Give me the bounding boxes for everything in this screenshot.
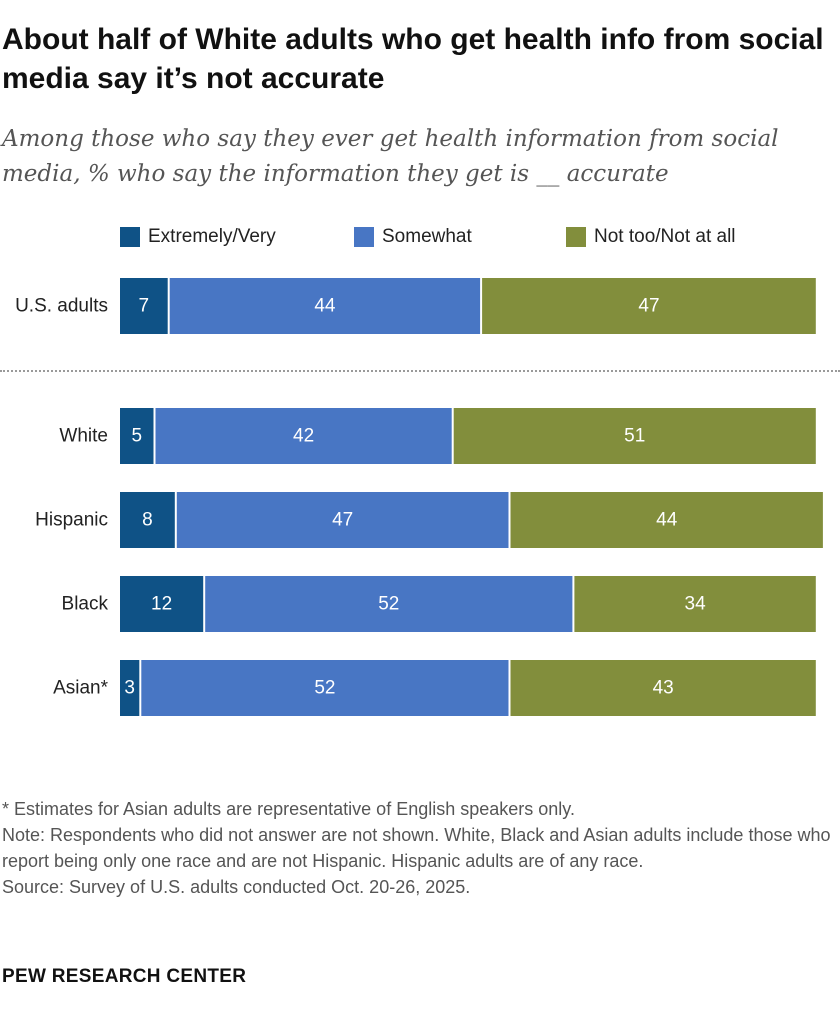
methodology-note: Note: Respondents who did not answer are… (2, 825, 831, 871)
data-label-hispanic-not-too-not-at-all: 44 (656, 510, 678, 531)
legend-label-extremely-very: Extremely/Very (148, 226, 276, 247)
data-label-hispanic-somewhat: 47 (332, 510, 353, 531)
category-label-black: Black (62, 594, 109, 615)
bar-segment-asian-extremely-very (120, 660, 140, 716)
bar-segment-hispanic-not-too-not-at-all (510, 492, 823, 548)
category-label-u-s-adults: U.S. adults (15, 296, 108, 317)
chart-title: About half of White adults who get healt… (2, 23, 824, 95)
footnotes: * Estimates for Asian adults are represe… (2, 796, 836, 900)
bar-segment-u-s-adults-somewhat (169, 278, 481, 334)
legend: Extremely/Very Somewhat Not too/Not at a… (0, 226, 840, 252)
bar-segment-hispanic-somewhat (176, 492, 509, 548)
bar-segment-hispanic-extremely-very (120, 492, 175, 548)
data-label-asian-extremely-very: 3 (124, 678, 135, 699)
legend-label-not-too: Not too/Not at all (594, 226, 736, 247)
data-label-black-not-too-not-at-all: 34 (685, 594, 707, 615)
legend-item-not-too: Not too/Not at all (566, 226, 736, 248)
chart-subtitle: Among those who say they ever get health… (2, 126, 779, 187)
legend-swatch-extremely-very (120, 227, 140, 247)
legend-item-somewhat: Somewhat (354, 226, 472, 248)
data-label-u-s-adults-somewhat: 44 (314, 296, 336, 317)
data-label-asian-somewhat: 52 (314, 678, 335, 699)
data-label-white-not-too-not-at-all: 51 (624, 426, 645, 447)
bar-segment-white-extremely-very (120, 408, 154, 464)
pew-logo-text: PEW RESEARCH CENTER (2, 966, 247, 987)
category-label-hispanic: Hispanic (35, 510, 108, 531)
bar-segment-white-not-too-not-at-all (453, 408, 816, 464)
bar-segment-white-somewhat (155, 408, 452, 464)
asterisk-note: * Estimates for Asian adults are represe… (2, 799, 575, 819)
data-label-black-somewhat: 52 (378, 594, 399, 615)
data-label-black-extremely-very: 12 (151, 594, 172, 615)
data-label-white-somewhat: 42 (293, 426, 314, 447)
group-divider (0, 370, 840, 372)
bar-segment-black-extremely-very (120, 576, 204, 632)
legend-swatch-not-too (566, 227, 586, 247)
legend-swatch-somewhat (354, 227, 374, 247)
data-label-u-s-adults-extremely-very: 7 (139, 296, 150, 317)
data-label-u-s-adults-not-too-not-at-all: 47 (638, 296, 659, 317)
legend-item-extremely-very: Extremely/Very (120, 226, 276, 248)
source-note: Source: Survey of U.S. adults conducted … (2, 877, 471, 897)
bar-segment-asian-not-too-not-at-all (510, 660, 816, 716)
category-label-white: White (59, 426, 108, 447)
bar-segment-u-s-adults-extremely-very (120, 278, 168, 334)
bar-segment-asian-somewhat (141, 660, 509, 716)
data-label-asian-not-too-not-at-all: 43 (653, 678, 674, 699)
bar-segment-u-s-adults-not-too-not-at-all (482, 278, 816, 334)
data-label-hispanic-extremely-very: 8 (142, 510, 153, 531)
data-label-white-extremely-very: 5 (131, 426, 142, 447)
bar-segment-black-somewhat (205, 576, 573, 632)
legend-label-somewhat: Somewhat (382, 226, 472, 247)
category-label-asian: Asian* (53, 678, 109, 699)
bar-segment-black-not-too-not-at-all (574, 576, 816, 632)
